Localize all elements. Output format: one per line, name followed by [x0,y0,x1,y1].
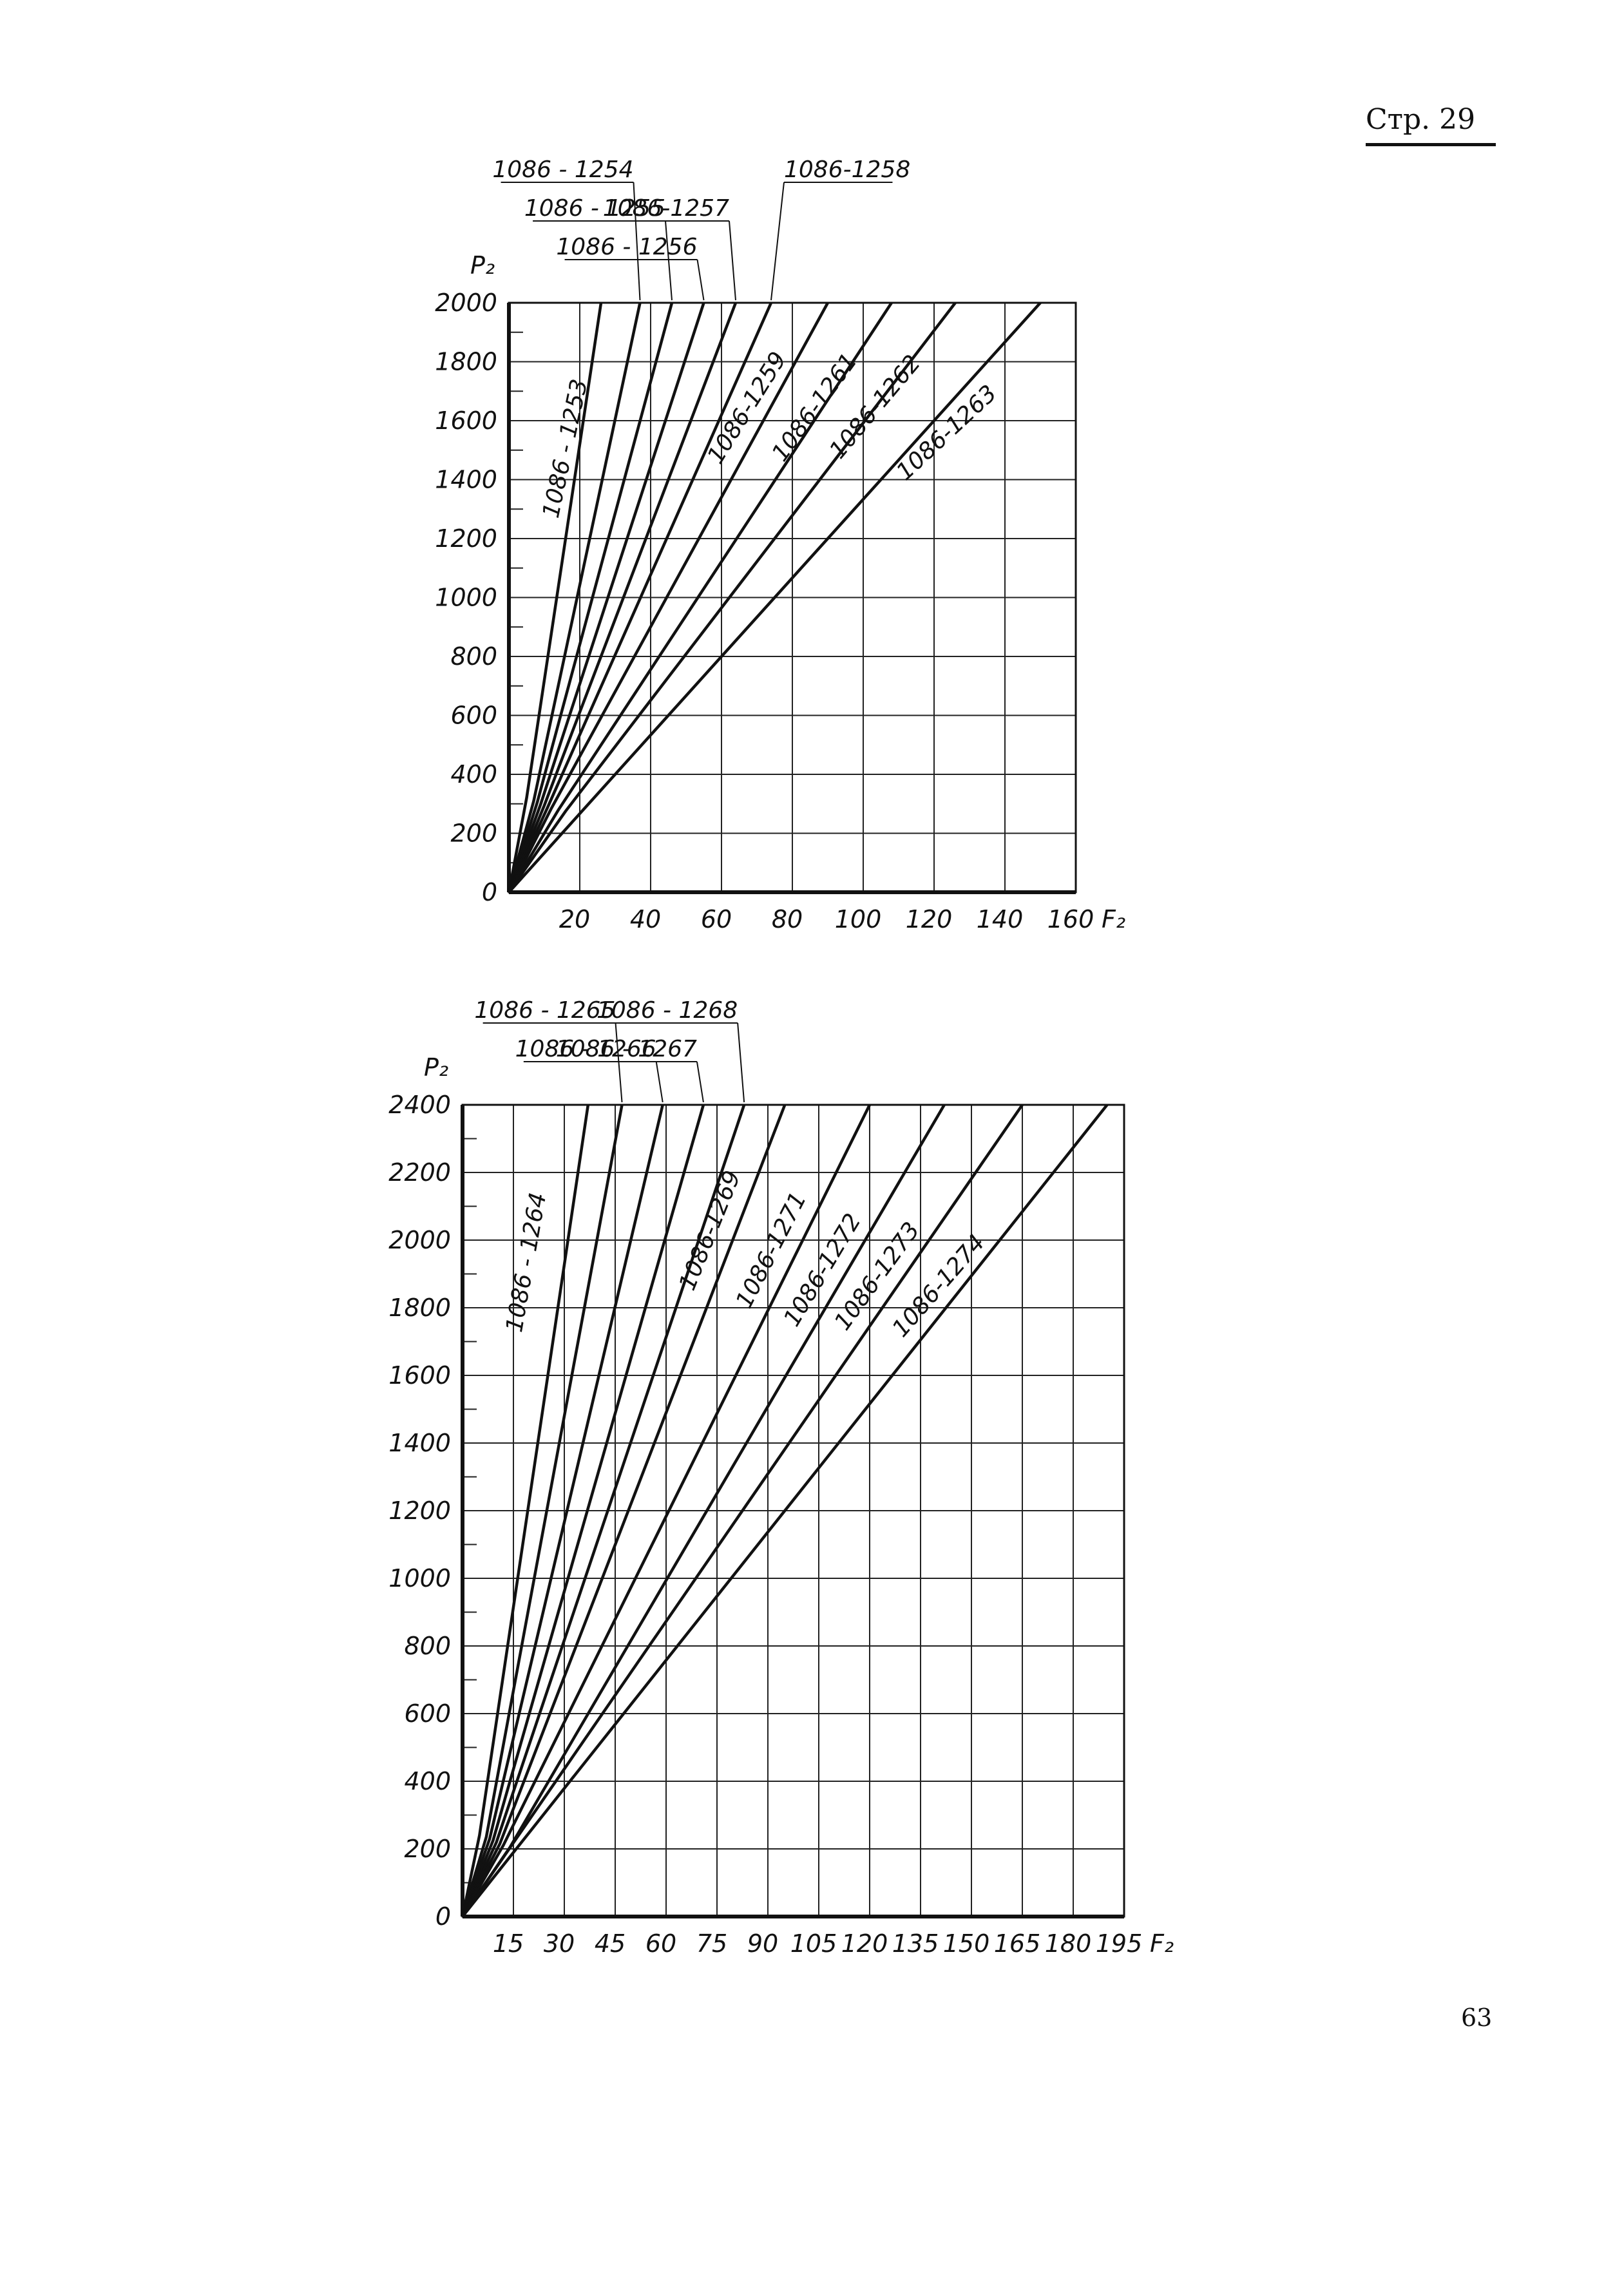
x-tick-label: 75 [696,1929,727,1958]
x-tick-label: 15 [493,1929,524,1958]
label-leader [696,1061,704,1103]
x-tick-label: 120 [906,905,953,933]
chart-bottom: 0 200 400 600 800 1000 1200 1400 1600 1800 2000 220… [388,997,1174,1958]
y-tick-label: 600 [450,702,497,730]
y-axis-label: P₂ [424,1053,448,1082]
y-tick-label: 200 [404,1835,451,1863]
label-leader [729,220,736,301]
label-leader [770,182,785,301]
series-line [461,1104,1109,1918]
y-axis-label: P₂ [470,251,495,280]
y-tick-label: 600 [404,1699,451,1728]
label-leader [633,182,641,301]
label-leader [696,259,705,301]
x-tick-label: 160 [1047,905,1094,933]
label-leader [615,1022,623,1103]
x-tick-label: 100 [835,905,882,933]
y-tick-label: 1800 [388,1294,451,1322]
series-line [508,301,893,894]
x-tick-label: 195 [1096,1929,1143,1958]
x-tick-label: 120 [841,1929,888,1958]
y-tick-label: 2000 [388,1226,451,1254]
series-line [461,1104,590,1917]
y-tick-label: 0 [435,1902,451,1931]
series-label: 1086-1258 [784,157,910,183]
series-line [461,1104,872,1918]
series-label: 1086 - 1267 [556,1036,697,1062]
series-label: 1086 - 1268 [597,997,738,1024]
y-tick-label: 1600 [388,1361,451,1390]
series-label: 1086 - 1254 [492,157,633,183]
series-line [508,301,1042,894]
y-tick-label: 1400 [435,466,497,494]
series-label: 1086 - 1264 [501,1191,551,1334]
x-axis-label: F₂ [1150,1929,1174,1958]
series-label: 1086-1257 [603,195,729,222]
y-tick-label: 1000 [388,1564,451,1592]
label-leader [655,1061,664,1103]
x-tick-label: 45 [595,1929,626,1958]
x-axis-label: F₂ [1102,905,1125,933]
y-tick-label: 1200 [435,524,497,553]
y-tick-label: 0 [482,878,497,906]
x-tick-label: 150 [943,1929,990,1958]
x-tick-label: 20 [559,905,590,933]
series-label: 1086 - 1256 [556,234,697,260]
x-tick-label: 140 [977,905,1024,933]
x-tick-label: 180 [1045,1929,1092,1958]
label-leader [665,220,673,301]
y-tick-label: 800 [450,642,497,671]
series-line [508,301,957,894]
y-tick-label: 1000 [435,584,497,612]
y-tick-label: 800 [404,1632,451,1660]
y-tick-label: 1400 [388,1429,451,1457]
y-tick-label: 1800 [435,348,497,376]
page-number: 63 [1461,2003,1493,2032]
series-label: 1086 - 1265 [474,997,615,1024]
label-leader [737,1022,745,1103]
series-label: 1086 - 1255 [524,195,665,222]
y-tick-label: 200 [450,819,497,848]
x-tick-label: 60 [645,1929,676,1958]
x-tick-label: 30 [544,1929,575,1958]
y-tick-label: 2400 [388,1091,451,1119]
y-tick-label: 1200 [388,1497,451,1525]
x-tick-label: 40 [630,905,661,933]
y-tick-label: 1600 [435,406,497,435]
y-tick-label: 400 [404,1767,451,1795]
series-label: 1086 - 1266 [515,1036,656,1062]
x-tick-label: 105 [790,1929,837,1958]
x-tick-label: 135 [892,1929,939,1958]
series-line [507,301,829,894]
x-tick-label: 165 [994,1929,1041,1958]
y-tick-label: 2000 [435,289,497,317]
header-underline [1366,143,1496,146]
series-line [461,1104,1024,1918]
x-tick-label: 60 [701,905,732,933]
chart-top: 0 200 400 600 800 1000 1200 1400 1600 1800 2000 20 4… [435,157,1125,933]
y-tick-label: 2200 [388,1158,451,1187]
series-line [507,302,603,893]
x-tick-label: 80 [772,905,803,933]
page-header: Стр. 29 [1366,103,1476,136]
x-tick-label: 90 [747,1929,778,1958]
y-tick-label: 400 [450,760,497,789]
